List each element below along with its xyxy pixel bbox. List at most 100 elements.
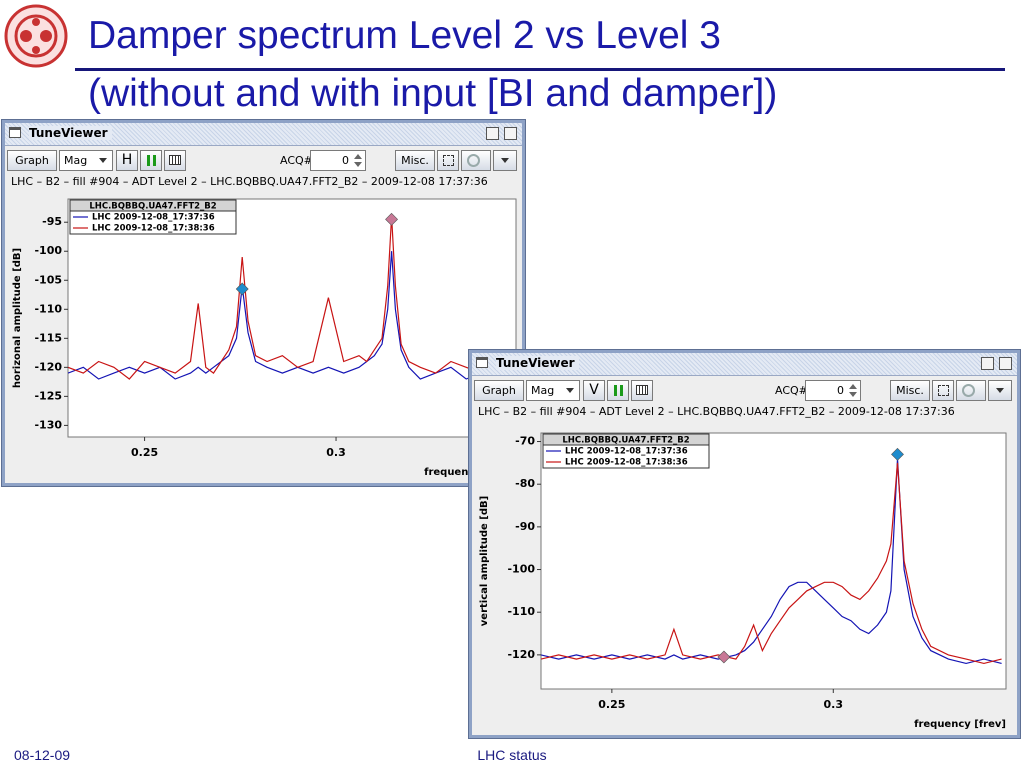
x-axis-label: frequency [frev]	[914, 719, 1006, 730]
legend-label: LHC 2009-12-08_17:37:36	[92, 213, 215, 223]
zoom-fit-icon	[443, 155, 454, 166]
plot-area	[540, 432, 1007, 690]
info-line: LHC – B2 – fill #904 – ADT Level 2 – LHC…	[478, 405, 955, 418]
maximize-button[interactable]	[486, 127, 499, 140]
peak-marker	[891, 447, 904, 461]
close-button[interactable]	[504, 127, 517, 140]
acq-label: ACQ#	[775, 384, 808, 397]
pause-button[interactable]	[140, 150, 162, 171]
y-tick-label: -130	[34, 418, 62, 431]
close-button[interactable]	[999, 357, 1012, 370]
peak-marker	[385, 212, 398, 226]
options-dropdown[interactable]	[493, 150, 517, 171]
y-tick-label: -100	[34, 244, 62, 257]
logo-dot	[20, 30, 32, 42]
plot-area	[67, 198, 517, 438]
legend-title: LHC.BQBBQ.UA47.FFT2_B2	[89, 202, 216, 212]
table-button[interactable]	[631, 380, 653, 401]
legend-label: LHC 2009-12-08_17:38:36	[565, 458, 688, 468]
dropdown-arrow	[996, 388, 1004, 393]
graph-button[interactable]: Graph	[7, 150, 57, 171]
peak-marker	[235, 282, 249, 296]
tuneviewer-window: TuneViewer Graph Mag V ACQ# 0 Misc. LHC – B2 – …	[469, 350, 1020, 738]
dropdown-arrow	[99, 158, 107, 163]
y-tick-label: -120	[507, 648, 535, 661]
spinner-up	[849, 384, 857, 389]
slide-title: Damper spectrum Level 2 vs Level 3	[88, 14, 721, 57]
y-tick-label: -110	[34, 302, 62, 315]
dropdown-arrow	[566, 388, 574, 393]
plane-button[interactable]: H	[116, 150, 138, 171]
legend-label: LHC 2009-12-08_17:37:36	[565, 447, 688, 457]
legend-title-bg	[69, 199, 237, 212]
legend-label: LHC 2009-12-08_17:38:36	[92, 224, 215, 234]
mode-value: Mag	[531, 384, 555, 397]
x-tick-label: 0.25	[131, 446, 158, 459]
mode-select[interactable]: Mag	[59, 150, 113, 171]
y-tick-label: -100	[507, 563, 535, 576]
maximize-button[interactable]	[981, 357, 994, 370]
logo-dot	[40, 30, 52, 42]
acq-label: ACQ#	[280, 154, 313, 167]
logo-dot	[32, 18, 40, 26]
window-icon	[9, 127, 21, 138]
zoom-fit-button[interactable]	[932, 380, 954, 401]
x-tick-label: 0.3	[326, 446, 346, 459]
zoom-icon	[962, 384, 975, 397]
mode-select[interactable]: Mag	[526, 380, 580, 401]
pause-bar	[620, 385, 623, 396]
title-rule	[75, 68, 1005, 71]
footer-date: 08-12-09	[14, 747, 71, 763]
table-button[interactable]	[164, 150, 186, 171]
logo-ring	[14, 14, 58, 58]
title-bar: TuneViewer	[472, 353, 1017, 376]
legend-title-bg	[542, 433, 710, 446]
window-title: TuneViewer	[29, 126, 112, 140]
series-line	[541, 462, 1002, 665]
info-line: LHC – B2 – fill #904 – ADT Level 2 – LHC…	[11, 175, 488, 188]
dropdown-arrow	[501, 158, 509, 163]
pause-button[interactable]	[607, 380, 629, 401]
pause-bar	[153, 155, 156, 166]
y-tick-label: -110	[507, 605, 535, 618]
slide-subtitle: (without and with input [BI and damper])	[88, 72, 778, 115]
acq-spinner[interactable]: 0	[310, 150, 366, 171]
zoom-button[interactable]	[956, 380, 986, 401]
y-tick-label: -80	[515, 477, 535, 490]
plane-button[interactable]: V	[583, 380, 605, 401]
y-tick-label: -70	[515, 435, 535, 448]
zoom-fit-icon	[938, 385, 949, 396]
y-axis-label: horizonal amplitude [dB]	[12, 248, 23, 388]
spinner-down	[849, 392, 857, 397]
y-tick-label: -125	[34, 389, 62, 402]
x-tick-label: 0.3	[824, 698, 844, 711]
logo-dot	[32, 46, 40, 54]
spinner-down	[354, 162, 362, 167]
graph-button[interactable]: Graph	[474, 380, 524, 401]
window-title: TuneViewer	[496, 356, 579, 370]
spectrum-chart: -95 -100 -105 -110 -115 -120 -125 -130 0.25 0.3 ho…	[12, 198, 517, 478]
y-tick-label: -105	[34, 273, 62, 286]
zoom-button[interactable]	[461, 150, 491, 171]
zoom-icon	[467, 154, 480, 167]
misc-button[interactable]: Misc.	[395, 150, 435, 171]
y-axis-label: vertical amplitude [dB]	[479, 496, 490, 626]
peak-marker	[717, 650, 731, 664]
zoom-fit-button[interactable]	[437, 150, 459, 171]
pause-bar	[147, 155, 150, 166]
logo	[4, 4, 68, 68]
misc-button[interactable]: Misc.	[890, 380, 930, 401]
spinner-up	[354, 154, 362, 159]
series-line	[68, 251, 513, 380]
footer-center: LHC status	[477, 747, 547, 763]
spectrum-chart: -70 -80 -90 -100 -110 -120 0.25 0.3 vertical amp…	[479, 432, 1007, 730]
table-icon	[169, 155, 181, 165]
tuneviewer-window: TuneViewer Graph Mag H ACQ# 0 Misc. LHC – B2 – …	[2, 120, 525, 486]
title-bar: TuneViewer	[5, 123, 522, 146]
acq-spinner[interactable]: 0	[805, 380, 861, 401]
series-line	[68, 216, 513, 380]
options-dropdown[interactable]	[988, 380, 1012, 401]
window-icon	[476, 357, 488, 368]
legend-title: LHC.BQBBQ.UA47.FFT2_B2	[562, 436, 689, 446]
